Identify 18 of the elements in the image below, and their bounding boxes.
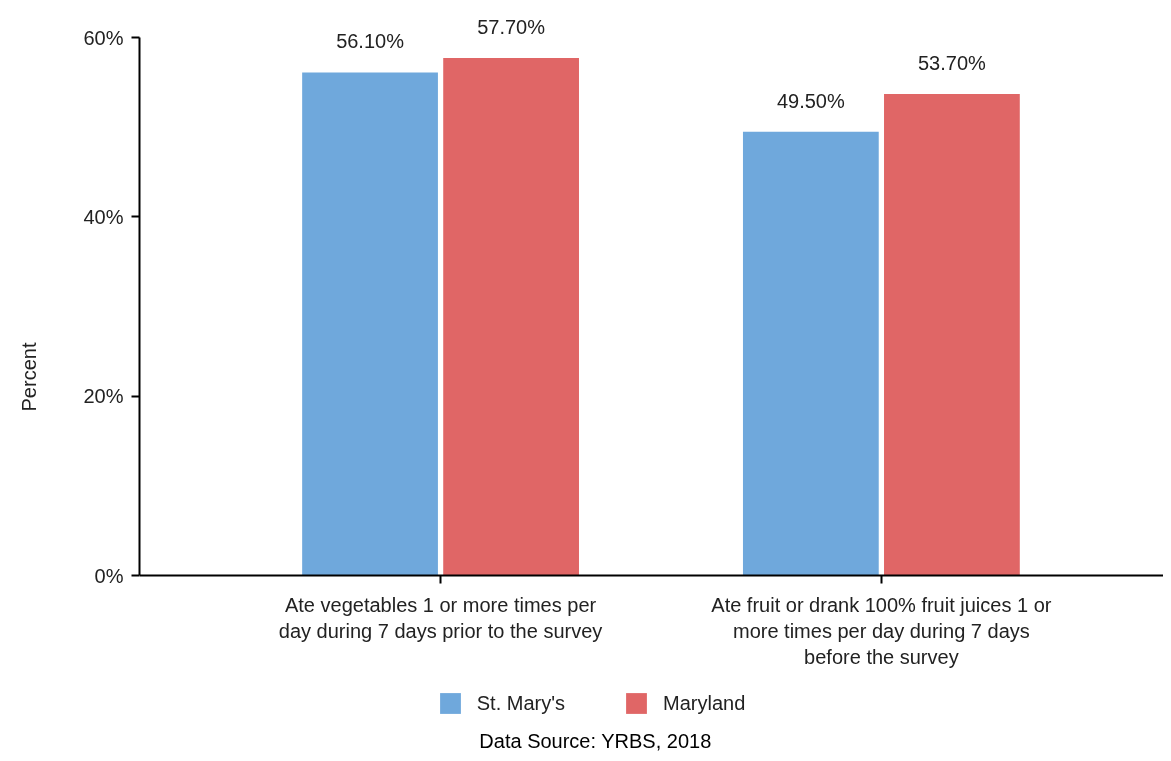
data-label: 56.10% — [336, 30, 405, 53]
data-label: 49.50% — [776, 89, 845, 112]
y-tick-label: 20% — [83, 385, 124, 408]
bar — [742, 131, 879, 576]
legend-label: St. Mary's — [476, 691, 566, 715]
bar — [884, 93, 1020, 576]
y-tick-label: 0% — [94, 564, 124, 587]
data-label: 53.70% — [918, 51, 987, 74]
y-tick-label: 40% — [83, 205, 124, 228]
source-note: Data Source: YRBS, 2018 — [479, 729, 712, 752]
x-tick-label: Ate fruit or drank 100% fruit juices 1 or more times per day during 7 days before the survey — [711, 593, 1052, 669]
bar — [302, 72, 438, 576]
legend-label: Maryland — [663, 691, 746, 715]
bar — [443, 58, 579, 576]
data-label: 57.70% — [477, 16, 546, 39]
y-tick-label: 60% — [83, 26, 124, 49]
x-tick-label: Ate vegetables 1 or more times per day during 7 days prior to the survey — [278, 593, 603, 642]
y-axis-title: Percent — [18, 342, 41, 412]
